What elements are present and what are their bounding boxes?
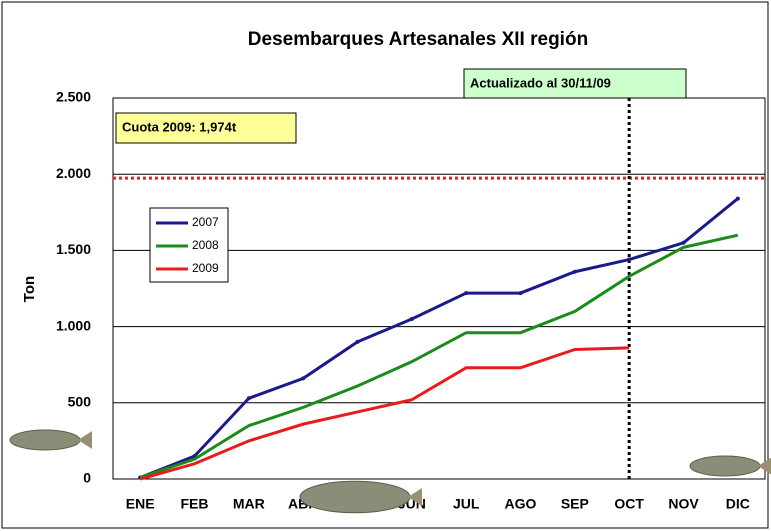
x-tick-label: AGO — [505, 496, 537, 512]
quota-label: Cuota 2009: 1,974t — [122, 119, 237, 134]
x-tick-label: ENE — [126, 496, 155, 512]
point — [410, 317, 414, 321]
point — [573, 270, 577, 274]
y-tick-label: 2.000 — [56, 165, 91, 181]
point — [627, 258, 631, 262]
point — [736, 197, 740, 201]
y-tick-label: 500 — [68, 394, 92, 410]
point — [682, 241, 686, 245]
point — [519, 291, 523, 295]
fish-body — [10, 430, 80, 450]
plot: 05001.0001.5002.0002.500ENEFEBMARABRMAYJ… — [10, 69, 771, 513]
legend-label: 2007 — [192, 215, 219, 229]
plot-area — [113, 98, 765, 479]
y-axis-title: Ton — [21, 276, 38, 302]
y-tick-label: 0 — [83, 470, 91, 486]
point — [356, 340, 360, 344]
x-tick-label: SEP — [561, 496, 589, 512]
x-tick-label: OCT — [614, 496, 644, 512]
update-label: Actualizado al 30/11/09 — [470, 75, 611, 90]
point — [301, 376, 305, 380]
x-tick-label: NOV — [668, 496, 699, 512]
x-tick-label: DIC — [726, 496, 750, 512]
x-tick-label: MAR — [233, 496, 265, 512]
point — [247, 396, 251, 400]
y-tick-label: 2.500 — [56, 89, 91, 105]
x-tick-label: JUL — [453, 496, 480, 512]
fish-body — [690, 456, 760, 476]
chart: Desembarques Artesanales XII región Ton … — [0, 0, 771, 531]
x-tick-label: FEB — [181, 496, 209, 512]
chart-title: Desembarques Artesanales XII región — [248, 29, 588, 50]
y-tick-label: 1.000 — [56, 317, 91, 333]
legend-label: 2008 — [192, 238, 219, 252]
point — [464, 291, 468, 295]
y-tick-label: 1.500 — [56, 241, 91, 257]
fish-body — [300, 481, 410, 512]
legend-label: 2009 — [192, 261, 219, 275]
page: {"chart_data": { "type": "line", "title"… — [0, 0, 771, 531]
